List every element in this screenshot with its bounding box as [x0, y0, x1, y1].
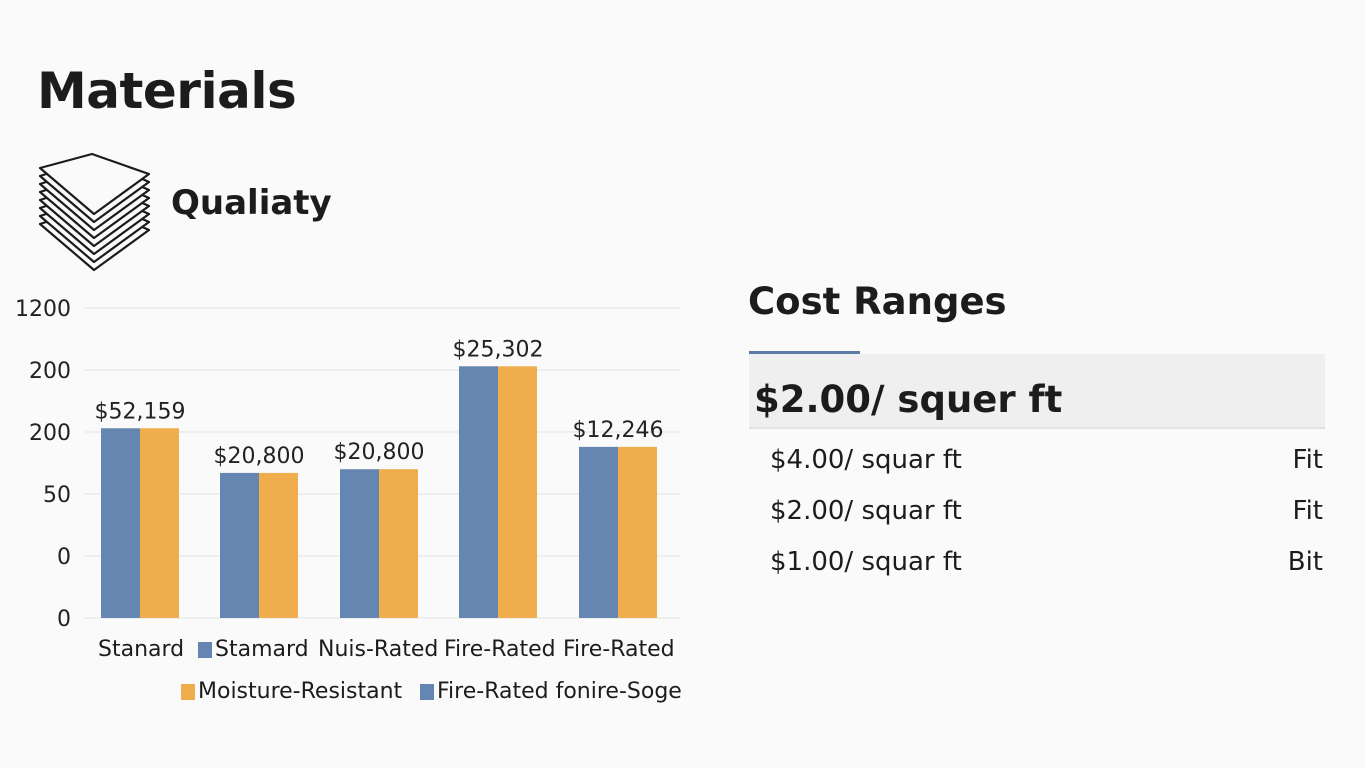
page-title: Materials — [37, 62, 297, 120]
data-label: $20,800 — [214, 444, 305, 469]
bar-blue — [459, 366, 498, 618]
y-tick-label: 200 — [29, 359, 71, 384]
highlight-row — [749, 354, 1325, 429]
bar-blue — [220, 472, 259, 618]
legend-swatch-orange — [181, 683, 195, 700]
cost-price: $2.00/ squar ft — [770, 496, 962, 526]
legend-swatch-blue — [420, 683, 434, 700]
bar-blue — [101, 428, 140, 618]
stacked-sheets-icon — [38, 152, 151, 272]
cost-row: $2.00/ squar ft Fit — [770, 496, 1323, 526]
bar-orange — [498, 366, 537, 618]
bar-chart: 0 0 50 200 200 1200 $52,159 $20,800 $20,800 $25,3… — [15, 297, 680, 630]
y-tick-label: 0 — [57, 545, 71, 570]
x-tick-label: Fire-Rated — [563, 637, 675, 662]
title-accent-line — [749, 351, 860, 355]
cost-ranges-title: Cost Ranges — [748, 280, 1007, 323]
section-subtitle: Qualiaty — [171, 183, 332, 223]
cost-tag: Bit — [1287, 547, 1323, 577]
cost-tag: Fit — [1292, 496, 1323, 526]
x-tick-label: Stamard — [198, 637, 309, 662]
cost-price: $4.00/ squar ft — [770, 445, 962, 475]
x-tick-label: Stanard — [98, 637, 185, 662]
legend-item-fire-rated: Fire-Rated fonire-Soge — [420, 679, 682, 704]
bar-orange — [259, 472, 298, 618]
y-tick-label: 50 — [43, 483, 71, 508]
data-label: $52,159 — [95, 399, 186, 424]
data-label: $12,246 — [573, 418, 664, 443]
x-tick-label: Fire-Rated — [444, 637, 556, 662]
bar-orange — [618, 446, 657, 618]
x-tick-label: Nuis-Rated — [318, 637, 439, 662]
cost-row: $1.00/ squar ft Bit — [770, 547, 1323, 577]
y-tick-label: 1200 — [15, 297, 71, 322]
data-label: $20,800 — [334, 440, 425, 465]
y-tick-label: 0 — [57, 607, 71, 630]
cost-price: $1.00/ squar ft — [770, 547, 962, 577]
legend-item-moisture: Moisture-Resistant — [181, 679, 402, 704]
y-tick-label: 200 — [29, 421, 71, 446]
bar-orange — [379, 469, 418, 618]
cost-tag: Fit — [1292, 445, 1323, 475]
bar-orange — [140, 428, 179, 618]
legend-swatch-blue — [198, 641, 212, 658]
data-label: $25,302 — [453, 337, 544, 362]
cost-row: $4.00/ squar ft Fit — [770, 445, 1323, 475]
highlight-price: $2.00/ squer ft — [754, 378, 1063, 421]
bar-blue — [579, 446, 618, 618]
bar-blue — [340, 469, 379, 618]
